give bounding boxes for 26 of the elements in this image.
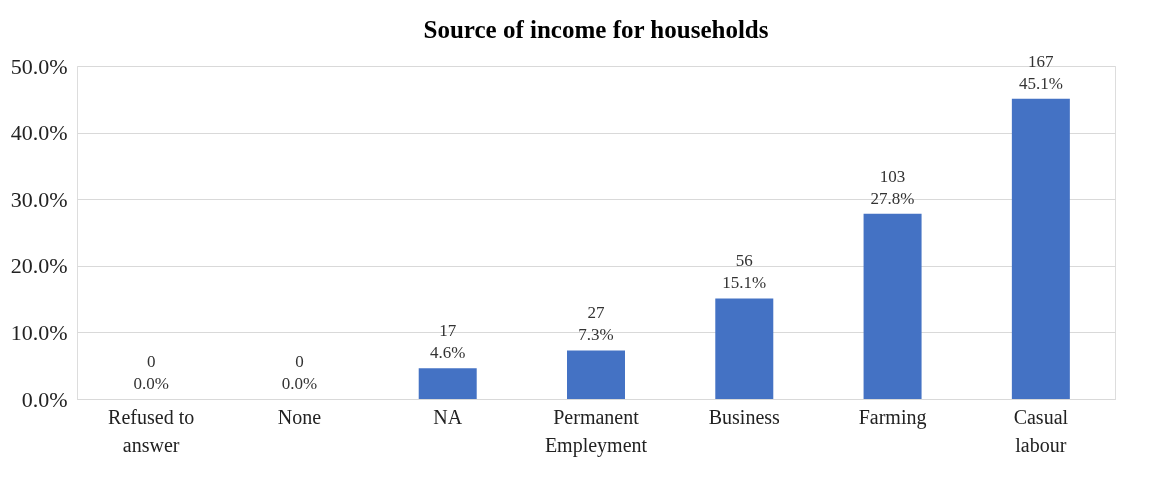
x-tick-label: Refused to answer xyxy=(108,405,195,456)
bar xyxy=(1011,98,1070,399)
y-tick-label: 20.0% xyxy=(10,253,68,279)
bar xyxy=(863,213,922,399)
x-tick-label: None xyxy=(277,405,322,428)
x-tick-label: NA xyxy=(433,405,463,428)
data-label: 0 0.0% xyxy=(281,352,318,393)
data-label: 103 27.8% xyxy=(870,166,915,208)
data-label: 17 4.6% xyxy=(430,321,466,363)
data-label: 27 7.3% xyxy=(578,303,614,345)
y-tick-label: 40.0% xyxy=(10,120,68,146)
data-label: 56 15.1% xyxy=(722,251,767,293)
chart-title: Source of income for households xyxy=(423,15,769,43)
data-label: 167 45.1% xyxy=(1018,51,1063,93)
bar xyxy=(715,298,774,399)
y-tick-label: 10.0% xyxy=(10,319,68,345)
bar xyxy=(567,350,625,399)
x-tick-label: Business xyxy=(708,405,781,428)
x-tick-label: Casual labour xyxy=(1013,405,1069,456)
y-tick-label: 50.0% xyxy=(10,53,68,79)
data-label: 0 0.0% xyxy=(133,352,169,393)
y-tick-label: 0.0% xyxy=(21,386,68,412)
y-tick-label: 30.0% xyxy=(10,186,68,212)
x-tick-label: Farming xyxy=(858,405,927,429)
x-tick-label: Permanent Empleyment xyxy=(544,405,648,457)
bar xyxy=(418,368,477,399)
